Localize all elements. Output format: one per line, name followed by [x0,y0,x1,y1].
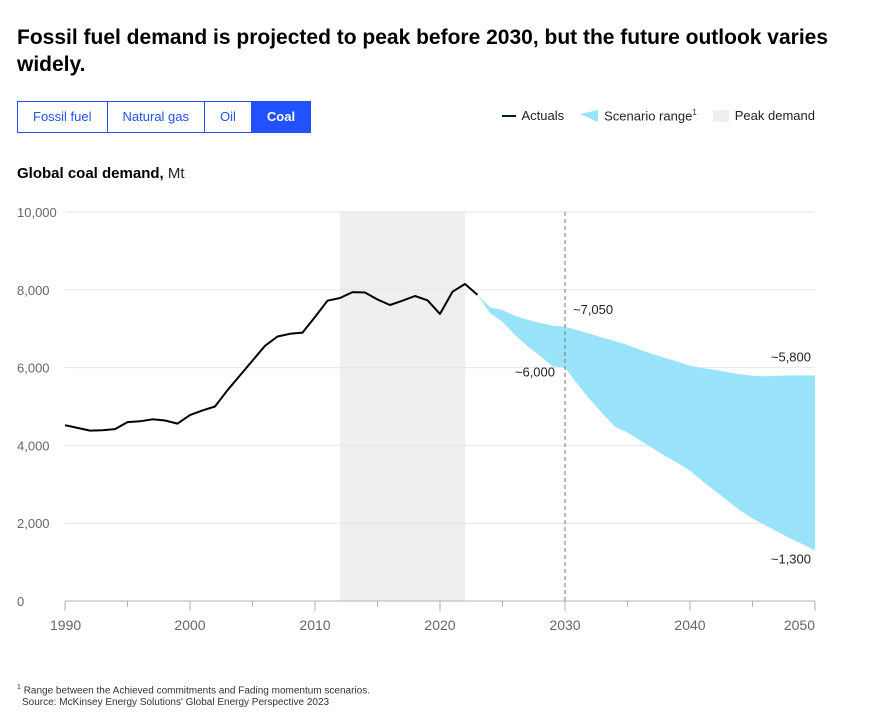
peak-swatch [712,109,729,122]
data-annotation: ~6,000 [515,365,555,380]
y-tick-label: 6,000 [17,361,50,376]
data-annotation: ~5,800 [771,349,811,364]
data-annotation: ~7,050 [573,302,613,317]
legend-scenario: Scenario range1 [580,108,697,123]
y-tick-label: 2,000 [17,516,50,531]
subtitle-label: Global coal demand, [17,165,164,182]
x-tick-label: 2050 [784,617,815,633]
x-tick-label: 2040 [674,617,705,633]
legend-peak: Peak demand [712,108,815,124]
footnote-source: Source: McKinsey Energy Solutions' Globa… [22,697,330,709]
x-tick-label: 2000 [174,617,205,633]
tab-oil[interactable]: Oil [205,101,252,133]
actuals-line [64,283,479,432]
y-tick-label: 10,000 [17,205,57,220]
x-tick-label: 1990 [50,617,81,633]
chart-legend: Actuals Scenario range1 Peak demand [501,108,815,124]
chart-subtitle: Global coal demand, Mt [17,165,185,182]
y-tick-label: 0 [17,594,24,609]
footnote-note: 1 Range between the Achieved commitments… [17,684,370,697]
subtitle-unit: Mt [167,165,185,182]
y-tick-label: 8,000 [17,283,50,298]
x-tick-label: 2030 [549,617,580,633]
tab-coal[interactable]: Coal [251,101,312,133]
legend-scenario-label: Scenario range1 [604,108,697,124]
y-tick-label: 4,000 [17,438,50,453]
actuals-line-swatch [501,114,516,117]
x-tick-label: 2010 [299,617,330,633]
footnote: 1 Range between the Achieved commitments… [17,682,370,709]
fuel-tabs: Fossil fuel Natural gas Oil Coal [17,101,312,133]
legend-actuals: Actuals [501,108,565,124]
legend-actuals-label: Actuals [521,108,565,124]
x-tick-label: 2020 [424,617,455,633]
scenario-range-area [477,294,815,551]
tab-natural-gas[interactable]: Natural gas [107,101,206,133]
data-annotation: ~1,300 [771,551,811,566]
tab-fossil-fuel[interactable]: Fossil fuel [17,101,108,133]
scenario-wedge-swatch [580,109,599,122]
peak-demand-band [340,212,465,601]
page-title: Fossil fuel demand is projected to peak … [17,26,829,76]
legend-peak-label: Peak demand [734,108,815,124]
